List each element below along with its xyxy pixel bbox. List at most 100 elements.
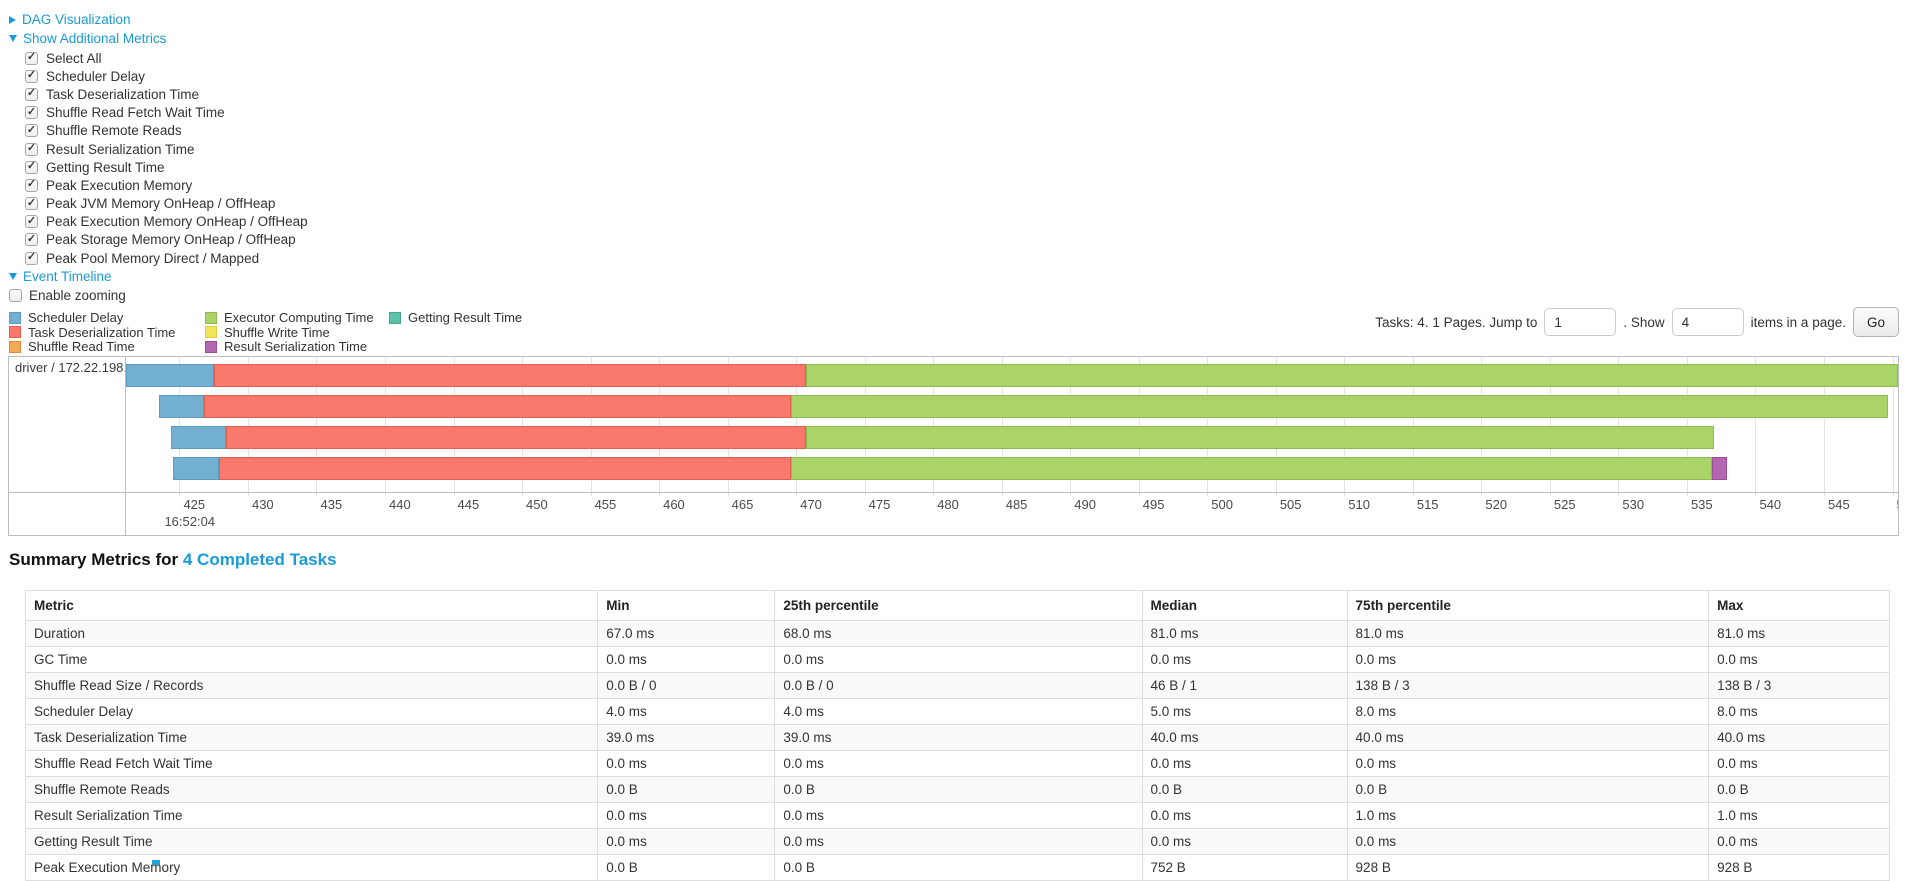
metric-value-cell: 138 B / 3 — [1708, 672, 1890, 700]
legend-swatch-icon — [389, 311, 401, 324]
summary-col-header: Max — [1708, 590, 1890, 622]
metric-value-cell: 0.0 ms — [774, 828, 1143, 856]
axis-tick-label: 550 — [1897, 497, 1898, 512]
summary-table-body: Duration 67.0 ms 68.0 ms 81.0 ms 81.0 ms 81.0… — [24, 620, 1890, 881]
metric-checkbox[interactable] — [25, 87, 38, 101]
metric-checkbox[interactable] — [25, 160, 38, 174]
executor-group-cell: driver / 172.22.198.104 — [9, 357, 126, 536]
axis-tick-label: 440 — [389, 497, 411, 513]
metric-value-cell: 81.0 ms — [1346, 620, 1710, 648]
task-bar-task_deserialization[interactable] — [226, 426, 806, 450]
legend-label: Shuffle Read Time — [28, 339, 135, 355]
axis-tick-label: 480 — [937, 497, 959, 513]
metric-checkbox[interactable] — [25, 51, 38, 65]
show-additional-metrics-link[interactable]: Show Additional Metrics — [23, 31, 167, 46]
metric-checkbox[interactable] — [25, 106, 38, 120]
task-bar-task_deserialization[interactable] — [204, 395, 791, 419]
metric-value-cell: 39.0 ms — [774, 724, 1143, 752]
metric-checkbox-row: Peak JVM Memory OnHeap / OffHeap — [25, 195, 1899, 213]
task-bar-executor_computing[interactable] — [790, 395, 1889, 419]
task-bar-task_deserialization[interactable] — [219, 457, 791, 481]
metric-value-cell: 0.0 ms — [597, 750, 776, 778]
metric-value-cell: 4.0 ms — [597, 698, 776, 726]
table-row: GC Time 0.0 ms 0.0 ms 0.0 ms 0.0 ms 0.0 ms — [24, 646, 1890, 674]
axis-tick-label: 525 — [1553, 497, 1576, 513]
metric-checkbox-row: Select All — [25, 49, 1899, 67]
pagination-prefix-text: Tasks: 4. 1 Pages. Jump to — [1375, 314, 1538, 330]
timeline-gridline — [1823, 357, 1825, 497]
metric-checkbox[interactable] — [25, 197, 38, 211]
summary-col-header: 75th percentile — [1346, 590, 1710, 622]
metric-checkbox[interactable] — [25, 142, 38, 156]
jump-to-page-input[interactable] — [1544, 308, 1617, 337]
task-bar-result_serialization[interactable] — [1711, 457, 1727, 481]
metric-value-cell: 0.0 B — [1346, 776, 1710, 804]
task-bar-scheduler_delay[interactable] — [158, 395, 205, 419]
items-per-page-input[interactable] — [1671, 308, 1744, 337]
metric-name-cell: Shuffle Read Size / Records — [24, 672, 599, 700]
pagination-suffix-text: items in a page. — [1750, 314, 1846, 330]
metric-value-cell: 0.0 ms — [1141, 802, 1348, 830]
summary-header-row: Metric Min 25th percentile Median 75th perce… — [24, 590, 1890, 622]
metric-value-cell: 40.0 ms — [1346, 724, 1710, 752]
metric-checkbox[interactable] — [25, 69, 38, 83]
legend-label: Result Serialization Time — [224, 339, 368, 355]
task-bar-scheduler_delay[interactable] — [126, 364, 214, 388]
metric-value-cell: 8.0 ms — [1346, 698, 1710, 726]
table-row: Shuffle Read Fetch Wait Time 0.0 ms 0.0 ms… — [24, 750, 1890, 778]
metric-checkbox-row: Peak Execution Memory — [25, 176, 1899, 194]
metric-name-cell: Task Deserialization Time — [24, 724, 599, 752]
legend-label: Shuffle Write Time — [224, 324, 330, 340]
metric-checkbox-label: Getting Result Time — [46, 159, 165, 175]
metric-value-cell: 0.0 ms — [1141, 646, 1348, 674]
axis-tick-label: 470 — [800, 497, 822, 513]
axis-tick-label: 475 — [868, 497, 891, 513]
enable-zooming-row: Enable zooming — [9, 286, 1899, 304]
task-bar-scheduler_delay[interactable] — [171, 426, 227, 450]
show-additional-metrics-toggle[interactable]: Show Additional Metrics — [9, 29, 1899, 48]
axis-tick-label: 510 — [1348, 497, 1371, 513]
event-timeline-chart: driver / 172.22.198.104 4254304354404454… — [8, 356, 1899, 537]
metric-name-cell: GC Time — [24, 646, 599, 674]
event-timeline-toggle[interactable]: Event Timeline — [9, 267, 1899, 286]
task-bar-task_deserialization[interactable] — [213, 364, 806, 388]
task-bar-executor_computing[interactable] — [805, 364, 1898, 388]
metric-value-cell: 0.0 B — [774, 854, 1143, 881]
metric-value-cell: 0.0 ms — [1346, 646, 1710, 674]
enable-zooming-checkbox[interactable] — [9, 288, 22, 302]
axis-tick-label: 435 — [320, 497, 343, 513]
metric-name-cell: Scheduler Delay — [24, 698, 599, 726]
timeline-gridline — [1892, 357, 1894, 497]
metric-checkbox[interactable] — [25, 215, 38, 229]
table-row: Result Serialization Time 0.0 ms 0.0 ms 0.0… — [24, 802, 1890, 830]
timeline-plot-area[interactable]: 425 430 435 440 445 450 455 460 465 470 475 480 485 4… — [126, 357, 1898, 535]
metric-value-cell: 0.0 ms — [1708, 750, 1890, 778]
summary-col-header: 25th percentile — [774, 590, 1143, 622]
event-timeline-link[interactable]: Event Timeline — [23, 269, 112, 285]
dag-visualization-toggle[interactable]: DAG Visualization — [9, 10, 1899, 29]
collapsed-arrow-icon — [9, 15, 16, 24]
metric-checkbox-row: Scheduler Delay — [25, 67, 1899, 85]
summary-metrics-table: Metric Min 25th percentile Median 75th perce… — [24, 590, 1890, 881]
summary-table-head: Metric Min 25th percentile Median 75th perce… — [24, 590, 1890, 622]
task-bar-executor_computing[interactable] — [790, 457, 1712, 481]
metric-checkbox-label: Shuffle Read Fetch Wait Time — [46, 105, 225, 121]
legend-item: Task Deserialization Time — [9, 325, 175, 340]
dag-visualization-link[interactable]: DAG Visualization — [22, 12, 131, 27]
metric-value-cell: 0.0 B — [1708, 776, 1890, 804]
table-row: Shuffle Remote Reads 0.0 B 0.0 B 0.0 B 0.0 B… — [24, 776, 1890, 804]
axis-tick-label: 520 — [1485, 497, 1508, 513]
expanded-arrow-icon — [9, 35, 17, 42]
metric-checkbox-row: Peak Pool Memory Direct / Mapped — [25, 249, 1899, 267]
metric-checkbox[interactable] — [25, 124, 38, 138]
completed-tasks-link[interactable]: 4 Completed Tasks — [182, 550, 337, 570]
metric-checkbox[interactable] — [25, 251, 38, 265]
metric-checkbox[interactable] — [25, 178, 38, 192]
task-bar-executor_computing[interactable] — [805, 426, 1715, 450]
metric-value-cell: 81.0 ms — [1141, 620, 1348, 648]
task-bar-scheduler_delay[interactable] — [172, 457, 220, 481]
metric-name-cell: Getting Result Time — [24, 828, 599, 856]
metric-checkbox[interactable] — [25, 233, 38, 247]
go-button[interactable]: Go — [1852, 307, 1899, 338]
